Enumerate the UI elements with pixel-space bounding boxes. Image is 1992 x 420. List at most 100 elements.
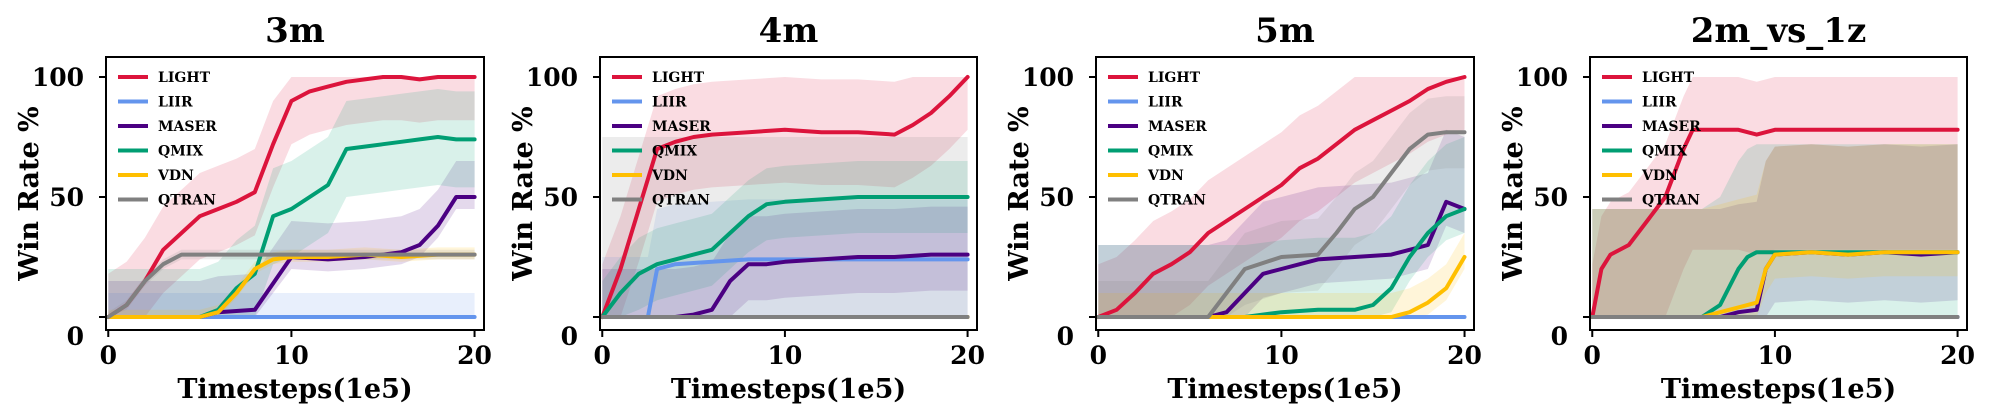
- legend-label-maser: MASER: [652, 119, 711, 135]
- y-tick-label: 50: [49, 183, 84, 212]
- x-tick-label: 0: [100, 341, 117, 370]
- x-tick-label: 10: [768, 341, 803, 370]
- legend-label-liir: LIIR: [1642, 95, 1677, 111]
- axes-frame: [599, 56, 978, 331]
- series-line-qmix: [106, 135, 477, 319]
- y-tick-label: 100: [32, 63, 84, 92]
- series-line-vdn: [1590, 250, 1960, 319]
- legend: LIGHT LIIR MASER QMIX VDN QTRAN: [1108, 70, 1207, 209]
- legend-label-maser: MASER: [158, 119, 217, 135]
- series-line-qmix: [600, 195, 970, 319]
- band-qmix: [1592, 144, 1958, 317]
- axes-frame: [1589, 56, 1968, 331]
- series-line-qtran: [106, 252, 477, 319]
- x-tick-label: 0: [1584, 341, 1601, 370]
- plot-area: [1590, 77, 1960, 319]
- band-light: [1098, 77, 1465, 317]
- series-line-maser: [600, 252, 970, 319]
- band-maser: [108, 161, 475, 317]
- axes-frame: [1095, 56, 1475, 331]
- legend-label-qmix: QMIX: [1642, 144, 1687, 160]
- legend-label-light: LIGHT: [158, 70, 211, 86]
- legend-label-liir: LIIR: [1148, 95, 1183, 111]
- legend: LIGHT LIIR MASER QMIX VDN QTRAN: [612, 70, 711, 209]
- y-axis-label: Win Rate %: [1498, 106, 1529, 281]
- legend-label-liir: LIIR: [652, 95, 687, 111]
- legend-label-light: LIGHT: [1148, 70, 1201, 86]
- chart-panel-5m: 5m 0 10 20 0 50 100 Timesteps(1e5) Win Rate % LIG…: [1004, 11, 1482, 405]
- y-tick-label: 0: [1057, 322, 1074, 351]
- series-line-light: [1096, 75, 1467, 319]
- legend-label-maser: MASER: [1642, 119, 1701, 135]
- band-qtran: [602, 137, 968, 317]
- series-line-maser: [1096, 199, 1467, 319]
- legend-label-light: LIGHT: [1642, 70, 1695, 86]
- series-line-light: [106, 75, 477, 319]
- plot-area: [600, 75, 970, 319]
- legend-label-light: LIGHT: [652, 70, 705, 86]
- chart-panel-2m-vs-1z: 2m_vs_1z 0 10 20 0 50 100 Timesteps(1e5) Win Rat…: [1498, 11, 1975, 405]
- band-qmix: [602, 161, 968, 317]
- series-line-light: [600, 75, 970, 319]
- y-tick-label: 100: [526, 63, 578, 92]
- legend-label-qtran: QTRAN: [1642, 193, 1700, 209]
- legend: LIGHT LIIR MASER QMIX VDN QTRAN: [118, 70, 217, 209]
- series-line-light: [1590, 127, 1960, 319]
- band-vdn: [1098, 233, 1465, 317]
- band-maser: [1098, 129, 1465, 317]
- band-qmix: [1098, 137, 1465, 317]
- plot-area: [106, 75, 477, 319]
- band-liir: [108, 293, 475, 317]
- x-tick-label: 20: [950, 341, 985, 370]
- series-line-qtran: [1096, 130, 1467, 319]
- legend-label-qtran: QTRAN: [1148, 193, 1206, 209]
- x-tick-label: 20: [1940, 341, 1975, 370]
- x-axis-label: Timesteps(1e5): [1167, 374, 1402, 405]
- legend-label-qmix: QMIX: [652, 144, 697, 160]
- y-tick-label: 0: [561, 322, 578, 351]
- band-light: [108, 77, 475, 317]
- series-line-qmix: [1096, 207, 1467, 319]
- band-light: [1592, 77, 1958, 317]
- legend-label-maser: MASER: [1148, 119, 1207, 135]
- plot-area: [1096, 75, 1467, 319]
- legend-label-vdn: VDN: [1147, 168, 1184, 184]
- legend-label-qmix: QMIX: [158, 144, 203, 160]
- x-axis-label: Timesteps(1e5): [177, 374, 412, 405]
- x-tick-label: 20: [1447, 341, 1482, 370]
- series-line-vdn: [1096, 255, 1467, 319]
- chart-title: 3m: [265, 11, 325, 51]
- chart-panel-4m: 4m 0 10 20 0 50 100 Timesteps(1e5) Win Rate % LIG…: [508, 11, 985, 405]
- band-maser: [1592, 144, 1958, 317]
- y-axis-label: Win Rate %: [1004, 106, 1035, 281]
- chart-title: 4m: [759, 11, 819, 51]
- legend: LIGHT LIIR MASER QMIX VDN QTRAN: [1602, 70, 1701, 209]
- legend-label-liir: LIIR: [158, 95, 193, 111]
- legend-label-qtran: QTRAN: [652, 193, 710, 209]
- x-axis-label: Timesteps(1e5): [671, 374, 906, 405]
- legend-label-qtran: QTRAN: [158, 193, 216, 209]
- y-axis-label: Win Rate %: [508, 106, 539, 281]
- legend-label-qmix: QMIX: [1148, 144, 1193, 160]
- legend-label-vdn: VDN: [651, 168, 688, 184]
- legend-label-vdn: VDN: [1641, 168, 1678, 184]
- band-vdn: [1592, 144, 1958, 317]
- y-tick-label: 0: [1551, 322, 1568, 351]
- x-tick-label: 10: [1758, 341, 1793, 370]
- chart-title: 5m: [1255, 11, 1315, 51]
- x-tick-label: 20: [457, 341, 492, 370]
- y-tick-label: 100: [1516, 63, 1568, 92]
- y-axis-label: Win Rate %: [14, 106, 45, 281]
- y-tick-label: 50: [1039, 183, 1074, 212]
- y-tick-label: 0: [67, 322, 84, 351]
- chart-title: 2m_vs_1z: [1691, 11, 1867, 51]
- x-tick-label: 10: [274, 341, 309, 370]
- y-tick-label: 50: [543, 183, 578, 212]
- y-tick-label: 50: [1533, 183, 1568, 212]
- x-tick-label: 0: [1090, 341, 1107, 370]
- x-tick-label: 0: [594, 341, 611, 370]
- y-tick-label: 100: [1022, 63, 1074, 92]
- legend-label-vdn: VDN: [157, 168, 194, 184]
- chart-panel-3m: 3m 0 10 20 0 50 100 Timesteps(1e5) Win Rate % LIG…: [14, 11, 492, 405]
